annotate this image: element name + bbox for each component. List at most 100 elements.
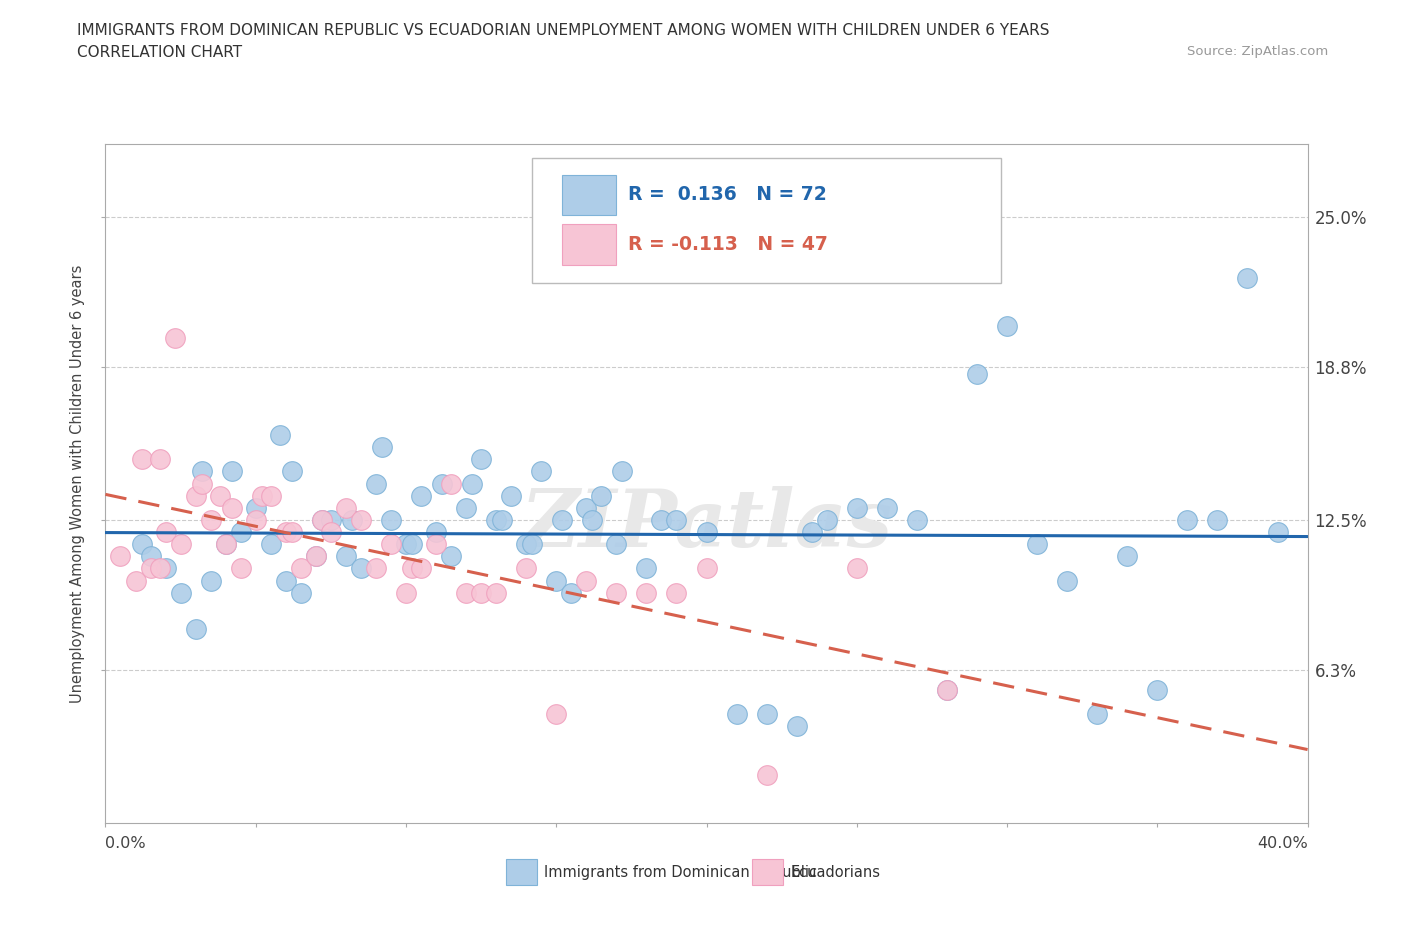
Point	[305, 549, 328, 564]
Point	[409, 488, 432, 503]
Point	[905, 512, 928, 527]
Point	[335, 549, 357, 564]
Point	[131, 452, 153, 467]
Point	[665, 512, 688, 527]
Text: R =  0.136   N = 72: R = 0.136 N = 72	[628, 185, 827, 204]
Point	[575, 573, 598, 588]
Point	[845, 561, 868, 576]
Point	[800, 525, 823, 539]
Text: 0.0%: 0.0%	[105, 836, 146, 851]
Point	[155, 525, 177, 539]
Point	[148, 452, 170, 467]
Point	[456, 585, 478, 600]
Point	[214, 537, 236, 551]
Point	[876, 500, 898, 515]
Point	[110, 549, 132, 564]
Point	[139, 561, 162, 576]
Point	[485, 585, 508, 600]
Point	[245, 512, 267, 527]
Point	[305, 549, 328, 564]
Point	[591, 488, 613, 503]
Point	[281, 464, 304, 479]
Point	[250, 488, 273, 503]
Text: ZIPatlas: ZIPatlas	[520, 485, 893, 563]
Point	[665, 585, 688, 600]
Point	[530, 464, 553, 479]
Point	[229, 561, 252, 576]
Point	[281, 525, 304, 539]
Point	[169, 585, 191, 600]
Point	[936, 683, 959, 698]
Point	[131, 537, 153, 551]
Point	[401, 561, 423, 576]
Point	[290, 585, 312, 600]
Point	[1267, 525, 1289, 539]
Point	[636, 585, 658, 600]
Point	[163, 331, 186, 346]
Point	[755, 707, 778, 722]
Point	[1206, 512, 1229, 527]
Point	[425, 537, 447, 551]
Point	[815, 512, 838, 527]
Point	[845, 500, 868, 515]
Point	[190, 476, 212, 491]
Point	[546, 707, 568, 722]
Point	[364, 561, 387, 576]
Point	[350, 512, 373, 527]
Point	[395, 537, 418, 551]
Point	[786, 719, 808, 734]
Point	[605, 537, 627, 551]
Point	[1085, 707, 1108, 722]
Point	[430, 476, 453, 491]
Point	[440, 476, 463, 491]
Point	[522, 537, 544, 551]
Point	[470, 585, 492, 600]
Point	[605, 585, 627, 600]
Point	[269, 428, 291, 443]
Point	[335, 500, 357, 515]
Point	[725, 707, 748, 722]
Point	[274, 525, 297, 539]
Text: Source: ZipAtlas.com: Source: ZipAtlas.com	[1188, 45, 1329, 58]
Point	[319, 512, 342, 527]
Point	[245, 500, 267, 515]
Point	[1236, 270, 1258, 285]
Point	[380, 537, 402, 551]
Text: Ecuadorians: Ecuadorians	[790, 865, 880, 880]
Point	[470, 452, 492, 467]
Point	[1146, 683, 1168, 698]
Text: IMMIGRANTS FROM DOMINICAN REPUBLIC VS ECUADORIAN UNEMPLOYMENT AMONG WOMEN WITH C: IMMIGRANTS FROM DOMINICAN REPUBLIC VS EC…	[77, 23, 1050, 38]
Point	[551, 512, 574, 527]
Point	[274, 573, 297, 588]
Point	[200, 512, 222, 527]
Point	[184, 488, 207, 503]
Point	[350, 561, 373, 576]
Point	[340, 512, 363, 527]
Point	[515, 561, 537, 576]
Point	[501, 488, 523, 503]
Point	[581, 512, 603, 527]
Point	[395, 585, 418, 600]
Point	[221, 500, 243, 515]
Point	[319, 525, 342, 539]
Point	[515, 537, 537, 551]
Point	[425, 525, 447, 539]
Point	[575, 500, 598, 515]
Point	[1175, 512, 1198, 527]
Point	[371, 440, 394, 455]
Point	[380, 512, 402, 527]
Text: R = -0.113   N = 47: R = -0.113 N = 47	[628, 235, 828, 254]
Y-axis label: Unemployment Among Women with Children Under 6 years: Unemployment Among Women with Children U…	[70, 264, 86, 703]
Point	[636, 561, 658, 576]
Point	[184, 621, 207, 636]
Point	[966, 367, 988, 382]
Point	[696, 525, 718, 539]
Point	[456, 500, 478, 515]
Point	[650, 512, 672, 527]
Text: 40.0%: 40.0%	[1257, 836, 1308, 851]
Point	[364, 476, 387, 491]
Point	[546, 573, 568, 588]
Point	[440, 549, 463, 564]
Point	[1056, 573, 1078, 588]
Point	[560, 585, 582, 600]
